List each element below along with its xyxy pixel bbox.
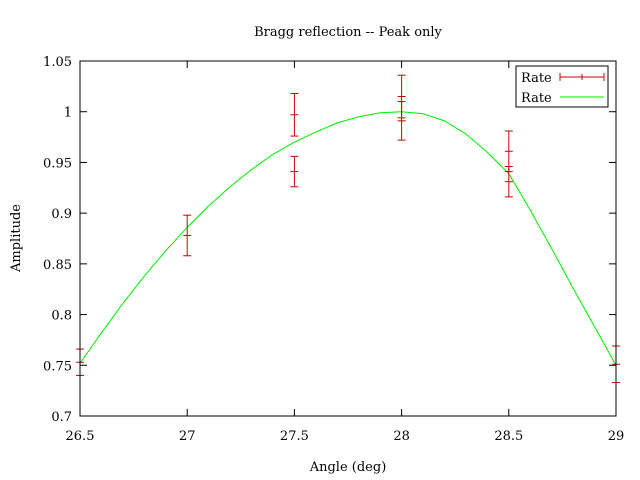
error-bar-point	[290, 92, 299, 137]
legend-label-curve: Rate	[521, 91, 552, 106]
x-axis-label: Angle (deg)	[309, 460, 387, 475]
x-tick-label: 27.5	[280, 429, 309, 444]
y-tick-label: 0.75	[43, 359, 72, 374]
legend-sample-errorbars	[559, 73, 605, 81]
plot-frame	[79, 60, 617, 417]
error-bar-point	[397, 101, 406, 141]
y-tick-label: 0.8	[51, 309, 72, 324]
series-layer	[76, 74, 620, 384]
legend: Rate Rate	[515, 65, 609, 108]
y-axis-label: Amplitude	[9, 204, 24, 273]
legend-box	[515, 65, 609, 108]
y-tick-label: 0.9	[51, 207, 72, 222]
y-tick-label: 0.7	[51, 410, 72, 425]
y-tick-label: 1.05	[43, 55, 72, 70]
axis-ticks: 26.5 27 27.5 28 28.5 29 0.7 0.75 0.8 0.85 0.9 0.95 1…	[43, 55, 624, 444]
x-tick-label: 28.5	[494, 429, 523, 444]
y-tick-label: 1	[64, 106, 72, 121]
legend-label-errorbars: Rate	[521, 71, 552, 86]
x-tick-label: 28	[393, 429, 410, 444]
y-tick-label: 0.95	[43, 156, 72, 171]
error-bar-point	[183, 214, 192, 257]
error-bar-point	[504, 130, 513, 173]
chart-title: Bragg reflection -- Peak only	[254, 25, 442, 40]
x-tick-label: 27	[179, 429, 196, 444]
y-tick-label: 0.85	[43, 258, 72, 273]
fit-curve	[79, 111, 617, 366]
x-tick-label: 29	[608, 429, 625, 444]
error-bar-point	[504, 165, 513, 198]
x-tick-label: 26.5	[66, 429, 95, 444]
error-bar-point	[290, 155, 299, 188]
